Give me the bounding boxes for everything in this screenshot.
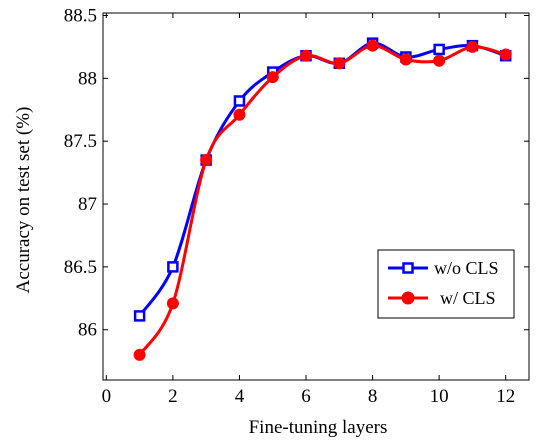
data-point-w-cls: [133, 348, 146, 361]
legend-entry-w-cls: w/ CLS: [388, 288, 496, 308]
data-point-w-cls: [499, 48, 512, 61]
data-point-w-cls: [366, 39, 379, 52]
legend-box: [377, 249, 515, 319]
data-point-w-cls: [466, 40, 479, 53]
data-point-w-o-cls: [167, 261, 179, 273]
plot-frame: [102, 12, 530, 381]
y-tick-label: 87.5: [64, 131, 97, 152]
legend-marker-w-cls: [401, 291, 415, 305]
data-point-w-cls: [266, 71, 279, 84]
series-layer: [133, 37, 512, 361]
data-point-w-cls: [233, 108, 246, 121]
y-axis-title: Accuracy on test set (%): [13, 107, 34, 294]
y-tick-label: 86.5: [64, 257, 97, 278]
x-tick-label: 8: [368, 386, 378, 407]
y-axis-ticks: 86 86.5 87 87.5 88 88.5: [64, 6, 529, 341]
data-point-w-o-cls: [433, 43, 445, 56]
data-point-w-o-cls: [133, 310, 146, 322]
data-point-w-cls: [166, 297, 179, 310]
x-tick-label: 10: [430, 386, 449, 407]
y-tick-label: 88.5: [64, 6, 97, 27]
x-axis-ticks: 0 2 4 6 8 10 12: [102, 13, 515, 407]
y-tick-label: 87: [78, 194, 97, 215]
x-tick-label: 12: [496, 386, 515, 407]
legend-label-w-cls: w/ CLS: [440, 288, 496, 308]
legend: w/o CLS w/ CLS: [377, 249, 515, 319]
x-tick-label: 2: [168, 386, 178, 407]
legend-entry-wo-cls: w/o CLS: [388, 258, 499, 278]
series-w-cls: [133, 39, 512, 361]
x-tick-label: 6: [301, 386, 311, 407]
x-axis-title: Fine-tuning layers: [249, 417, 388, 438]
data-point-w-cls: [433, 54, 446, 67]
y-tick-label: 86: [78, 320, 97, 341]
plot-area-border: [102, 12, 530, 381]
y-tick-label: 88: [78, 68, 97, 89]
data-point-w-cls: [399, 53, 412, 66]
legend-marker-wo-cls: [402, 262, 414, 274]
data-point-w-o-cls: [233, 95, 246, 107]
legend-label-wo-cls: w/o CLS: [434, 258, 499, 278]
data-point-w-cls: [333, 57, 346, 70]
data-point-w-cls: [200, 154, 213, 167]
x-tick-label: 4: [235, 386, 245, 407]
data-point-w-cls: [300, 49, 313, 62]
x-tick-label: 0: [102, 386, 112, 407]
